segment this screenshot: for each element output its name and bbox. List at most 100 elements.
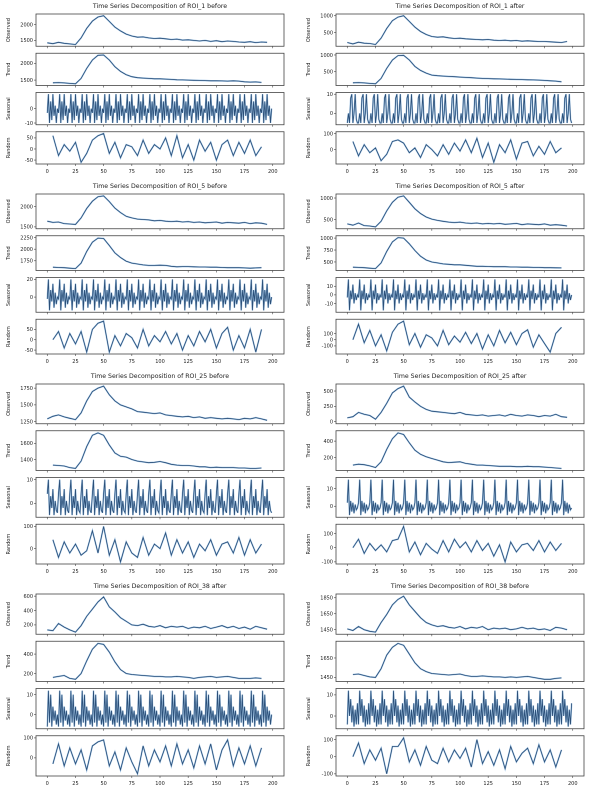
x-tick-label: 0 — [46, 569, 49, 575]
series-line-trend — [352, 54, 562, 85]
axes-frame — [335, 193, 585, 230]
subplot-observed: Observed 2000 1500 — [6, 193, 285, 231]
y-tick-label: 200 — [23, 671, 33, 677]
panel-svg: Time Series Decomposition of ROI_1 befor… — [6, 3, 285, 175]
y-tick-label: 1450 — [320, 627, 333, 633]
y-tick-label: 500 — [323, 260, 333, 266]
y-tick-label: 750 — [323, 248, 333, 254]
series-line-random — [52, 320, 262, 354]
y-tick-label: 10 — [327, 284, 333, 290]
y-tick-label: -50 — [25, 158, 33, 164]
x-tick-label: 75 — [129, 781, 135, 787]
decomposition-panel: Time Series Decomposition of ROI_38 befo… — [300, 580, 600, 792]
series-line-trend — [352, 642, 562, 680]
x-tick-label: 50 — [100, 359, 106, 365]
y-axis-label: Seasonal — [6, 486, 12, 509]
x-tick-label: 100 — [455, 781, 465, 787]
subplot-trend: Trend 400 200 — [6, 640, 285, 684]
series-line-random — [352, 137, 562, 164]
axes-frame — [335, 131, 585, 165]
y-tick-label: 2000 — [20, 61, 33, 67]
decomposition-panel: Time Series Decomposition of ROI_25 afte… — [300, 370, 600, 580]
x-tick-label: 100 — [455, 169, 465, 175]
x-tick-label: 50 — [400, 569, 406, 575]
y-tick-label: 0 — [30, 546, 33, 552]
x-tick-label: 200 — [268, 569, 278, 575]
y-tick-label: 1250 — [20, 419, 33, 425]
subplot-random: Random 100 0 -100 — [306, 523, 585, 566]
subplot-trend: Trend 1000 750 500 — [306, 235, 585, 273]
y-tick-label: 200 — [23, 623, 33, 629]
panel-svg: Time Series Decomposition of ROI_25 afte… — [306, 373, 585, 575]
x-tick-label: 75 — [129, 569, 135, 575]
y-tick-label: 1450 — [320, 675, 333, 681]
y-tick-label: -10 — [325, 301, 333, 307]
y-tick-label: 2000 — [20, 204, 33, 210]
series-line-seasonal — [46, 94, 272, 124]
y-tick-label: 10 — [327, 693, 333, 699]
y-tick-label: 1750 — [20, 386, 33, 392]
series-line-seasonal — [346, 690, 572, 727]
x-tick-label: 0 — [346, 359, 349, 365]
x-tick-label: 175 — [240, 169, 250, 175]
y-tick-label: 1400 — [20, 457, 33, 463]
y-tick-label: 0 — [330, 293, 333, 299]
subplot-seasonal: Seasonal 20 0 — [6, 277, 285, 315]
panel-title: Time Series Decomposition of ROI_5 befor… — [92, 183, 227, 190]
x-tick-label: 75 — [429, 169, 435, 175]
y-tick-label: 1000 — [320, 53, 333, 59]
x-tick-label: 175 — [540, 781, 550, 787]
y-tick-label: 0 — [330, 147, 333, 153]
axes-frame — [335, 640, 585, 682]
y-axis-label: Random — [6, 326, 12, 347]
y-tick-label: 2000 — [20, 247, 33, 253]
panel-svg: Time Series Decomposition of ROI_5 befor… — [6, 183, 285, 365]
series-line-observed — [347, 195, 568, 228]
x-tick-label: 25 — [72, 169, 78, 175]
subplot-seasonal: Seasonal 10 0 — [306, 92, 585, 127]
x-tick-label: 125 — [183, 781, 193, 787]
x-tick-label: 200 — [568, 569, 578, 575]
y-tick-label: 0 — [30, 712, 33, 718]
y-tick-label: 100 — [323, 131, 333, 137]
x-tick-label: 50 — [100, 169, 106, 175]
y-axis-label: Trend — [6, 246, 12, 261]
y-tick-label: 1750 — [20, 259, 33, 265]
y-tick-label: -100 — [322, 560, 333, 566]
axes-frame — [335, 523, 585, 565]
series-line-random — [352, 525, 562, 564]
y-axis-label: Seasonal — [306, 284, 312, 307]
series-line-observed — [47, 195, 268, 225]
y-tick-label: 200 — [323, 455, 333, 461]
y-tick-label: 1500 — [20, 403, 33, 409]
series-line-random — [52, 738, 262, 776]
x-tick-label: 0 — [46, 781, 49, 787]
x-tick-label: 125 — [483, 359, 493, 365]
y-tick-label: 250 — [323, 404, 333, 410]
y-tick-label: 1000 — [320, 14, 333, 20]
subplot-trend: Trend 2250 2000 1750 — [6, 235, 285, 273]
y-tick-label: 100 — [323, 737, 333, 743]
panel-title: Time Series Decomposition of ROI_25 afte… — [393, 373, 527, 380]
series-line-trend — [52, 642, 262, 680]
subplot-seasonal: Seasonal 10 0 — [306, 688, 585, 731]
y-axis-label: Random — [306, 745, 312, 766]
y-tick-label: 0 — [330, 111, 333, 117]
axes-frame — [335, 593, 585, 635]
y-tick-label: 600 — [23, 594, 33, 600]
y-axis-label: Seasonal — [6, 697, 12, 720]
y-axis-label: Random — [306, 534, 312, 555]
subplot-observed: Observed 2000 1500 — [6, 13, 285, 49]
axes-frame — [35, 52, 285, 86]
x-tick-label: 150 — [512, 359, 522, 365]
subplot-observed: Observed 600 400 200 — [6, 593, 285, 637]
series-line-observed — [47, 15, 268, 45]
y-tick-label: 0 — [330, 755, 333, 761]
series-line-seasonal — [346, 279, 572, 311]
y-tick-label: 10 — [27, 692, 33, 698]
series-line-trend — [52, 237, 262, 270]
x-tick-label: 50 — [400, 169, 406, 175]
y-tick-label: 500 — [323, 217, 333, 223]
axes-frame — [335, 430, 585, 471]
x-tick-label: 175 — [540, 569, 550, 575]
